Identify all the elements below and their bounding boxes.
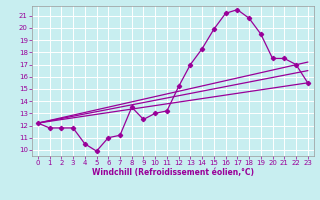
- X-axis label: Windchill (Refroidissement éolien,°C): Windchill (Refroidissement éolien,°C): [92, 168, 254, 177]
